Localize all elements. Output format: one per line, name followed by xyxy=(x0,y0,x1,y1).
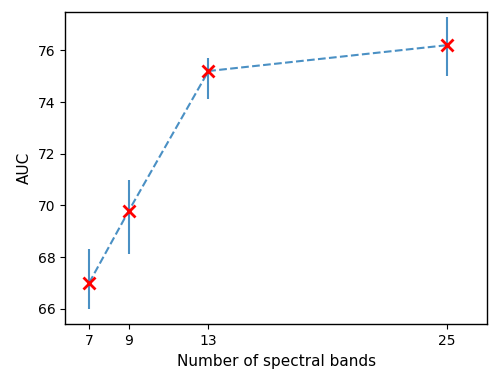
Y-axis label: AUC: AUC xyxy=(17,152,32,184)
X-axis label: Number of spectral bands: Number of spectral bands xyxy=(176,354,375,369)
